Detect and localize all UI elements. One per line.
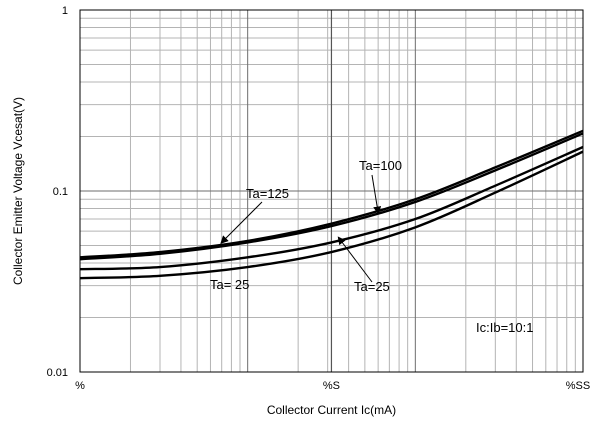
annotation-ta-100: Ta=100 bbox=[359, 158, 402, 173]
annotation-arrow bbox=[371, 174, 382, 215]
y-tick-label: 1 bbox=[62, 5, 68, 17]
series-line-ta-125 bbox=[79, 129, 584, 259]
x-axis-title: Collector Current Ic(mA) bbox=[267, 403, 396, 417]
annotation-ic-ib-10-1: Ic:Ib=10:1 bbox=[476, 320, 533, 335]
series-line-ta-25 bbox=[79, 145, 584, 271]
annotation-arrow bbox=[337, 236, 373, 283]
annotation-ta-125: Ta=125 bbox=[246, 186, 289, 201]
y-tick-label: 0.01 bbox=[47, 367, 68, 379]
series-curves bbox=[79, 129, 584, 280]
annotation-ta-25: Ta= 25 bbox=[210, 277, 249, 292]
x-tick-label: %SS bbox=[566, 380, 590, 392]
annotation-ta-25: Ta=25 bbox=[354, 279, 390, 294]
x-tick-label: %S bbox=[323, 380, 340, 392]
tick-labels: 1 0.1 0.01% %S %SS bbox=[47, 5, 591, 392]
annotation-arrow bbox=[220, 201, 263, 244]
series-line-ta-100 bbox=[79, 132, 584, 261]
plot-frame bbox=[79, 9, 584, 373]
annotations: Ta=100 Ta=125 Ta=25 Ta= 25 Ic:Ib=10:1 bbox=[210, 158, 533, 335]
y-tick-label: 0.1 bbox=[53, 186, 68, 198]
y-axis-title: Collector Emitter Voltage Vcesat(V) bbox=[11, 97, 25, 285]
x-tick-label: % bbox=[75, 380, 85, 392]
series-line-ta-25 bbox=[79, 150, 584, 280]
